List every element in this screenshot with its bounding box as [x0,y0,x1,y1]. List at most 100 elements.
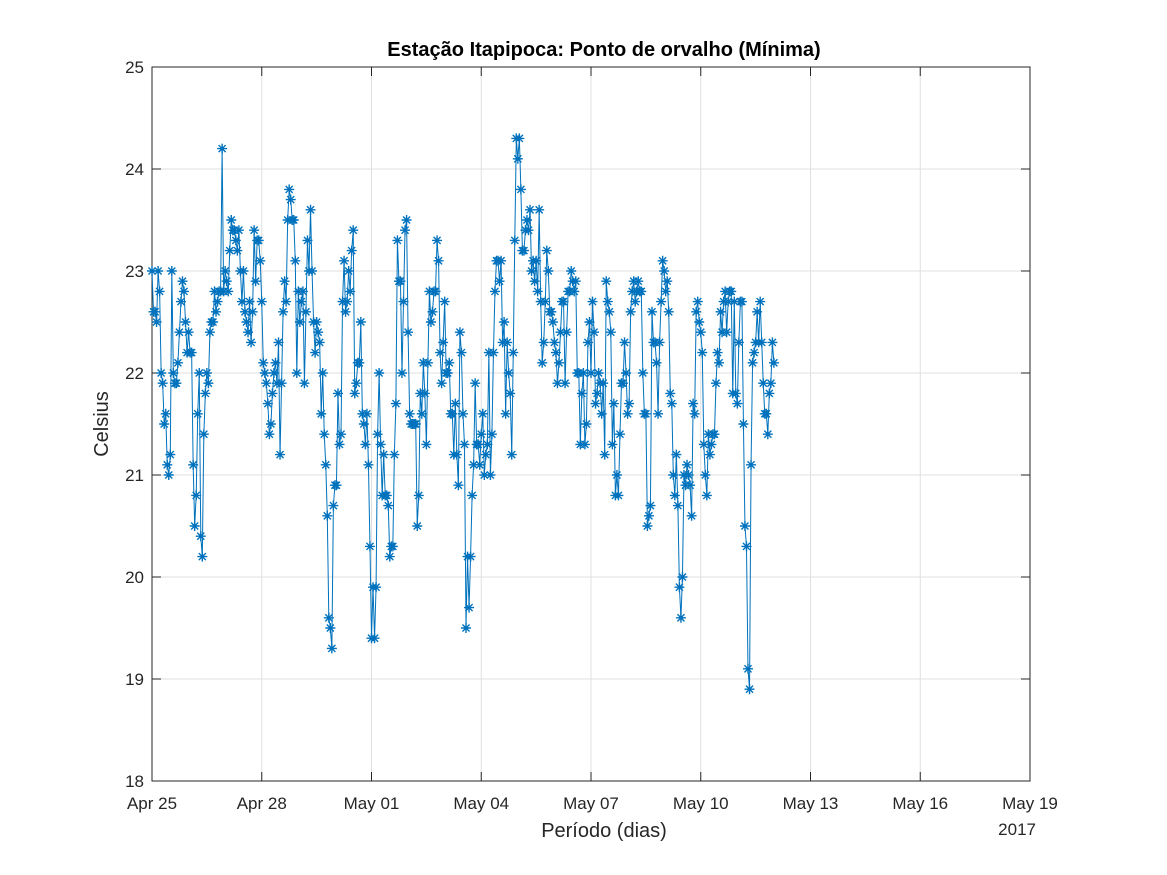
data-point [343,266,354,276]
data-point [741,541,752,552]
data-point [640,408,651,419]
data-point [456,347,467,358]
data-point [276,378,287,389]
y-axis-label: Celsius [91,391,113,457]
data-point [392,235,403,246]
data-point [761,408,772,419]
data-point [197,551,208,562]
data-point [467,490,478,501]
data-point [474,459,485,470]
data-point [552,378,563,389]
data-point [291,368,302,378]
data-point [624,398,635,409]
data-point [663,306,674,317]
data-point [576,388,587,399]
data-point [499,317,510,327]
data-point [328,500,339,511]
data-point [313,327,324,338]
x-tick-label: May 19 [1002,794,1058,813]
data-point [395,276,406,287]
y-tick-label: 19 [125,670,144,689]
data-point [599,449,610,460]
data-point [174,327,185,338]
data-point [284,184,295,195]
data-point [726,286,737,297]
data-point [378,449,389,460]
data-point [243,327,254,338]
data-point [614,429,625,440]
data-point [755,296,766,307]
data-point [345,286,356,297]
data-point [698,439,709,450]
data-point [457,408,468,419]
data-point [165,449,176,460]
data-point [201,368,212,378]
data-point [592,388,603,399]
data-point [172,357,183,368]
data-point [180,317,191,327]
data-point [226,215,237,225]
data-point [316,408,327,419]
data-point [602,296,613,307]
data-point [325,623,336,633]
data-point [349,388,360,399]
data-point [217,143,228,154]
data-point [706,439,717,450]
data-point [430,286,441,297]
data-point [342,296,353,307]
data-point [579,439,590,450]
data-point [256,296,267,307]
data-point [672,500,683,511]
data-point [659,266,670,276]
data-point [163,470,174,480]
data-point [521,215,532,225]
series-group [147,133,779,695]
data-point [401,215,412,225]
data-point [224,245,235,256]
data-point [596,408,607,419]
data-point [384,551,395,562]
data-point [262,398,273,409]
data-point [752,306,763,317]
data-point [334,439,345,450]
data-point [605,327,616,338]
data-point [586,368,596,378]
data-point [547,317,558,327]
data-point [560,378,571,389]
x-axis-label: Período (dias) [541,820,667,842]
data-point [613,490,624,501]
data-point [561,327,572,338]
data-point [503,368,514,378]
data-point [480,449,491,460]
data-point [476,429,487,440]
data-point [477,408,488,419]
data-point [598,378,609,389]
data-point [453,480,464,491]
data-point [261,378,272,389]
data-point [749,347,760,358]
data-point [361,408,372,419]
data-point [611,470,622,480]
data-point [709,429,720,440]
data-point [747,357,758,368]
x-tick-label: May 16 [892,794,948,813]
data-point [473,439,484,450]
data-point [322,510,333,521]
data-point [662,276,673,287]
data-point [233,225,244,236]
data-point [584,317,595,327]
data-point [482,439,493,450]
data-point [677,572,688,582]
data-point [569,286,580,297]
data-point [204,327,215,338]
data-point [500,408,511,419]
data-point [166,266,177,276]
data-point [683,470,694,480]
data-point [157,378,168,389]
data-point [265,419,276,429]
x-ticks: Apr 25 Apr 28 May 01 May 04 May 07 May 10 May … [127,67,1058,813]
data-point [230,235,241,246]
data-point [518,245,529,256]
data-point [654,337,665,348]
data-point [694,317,705,327]
